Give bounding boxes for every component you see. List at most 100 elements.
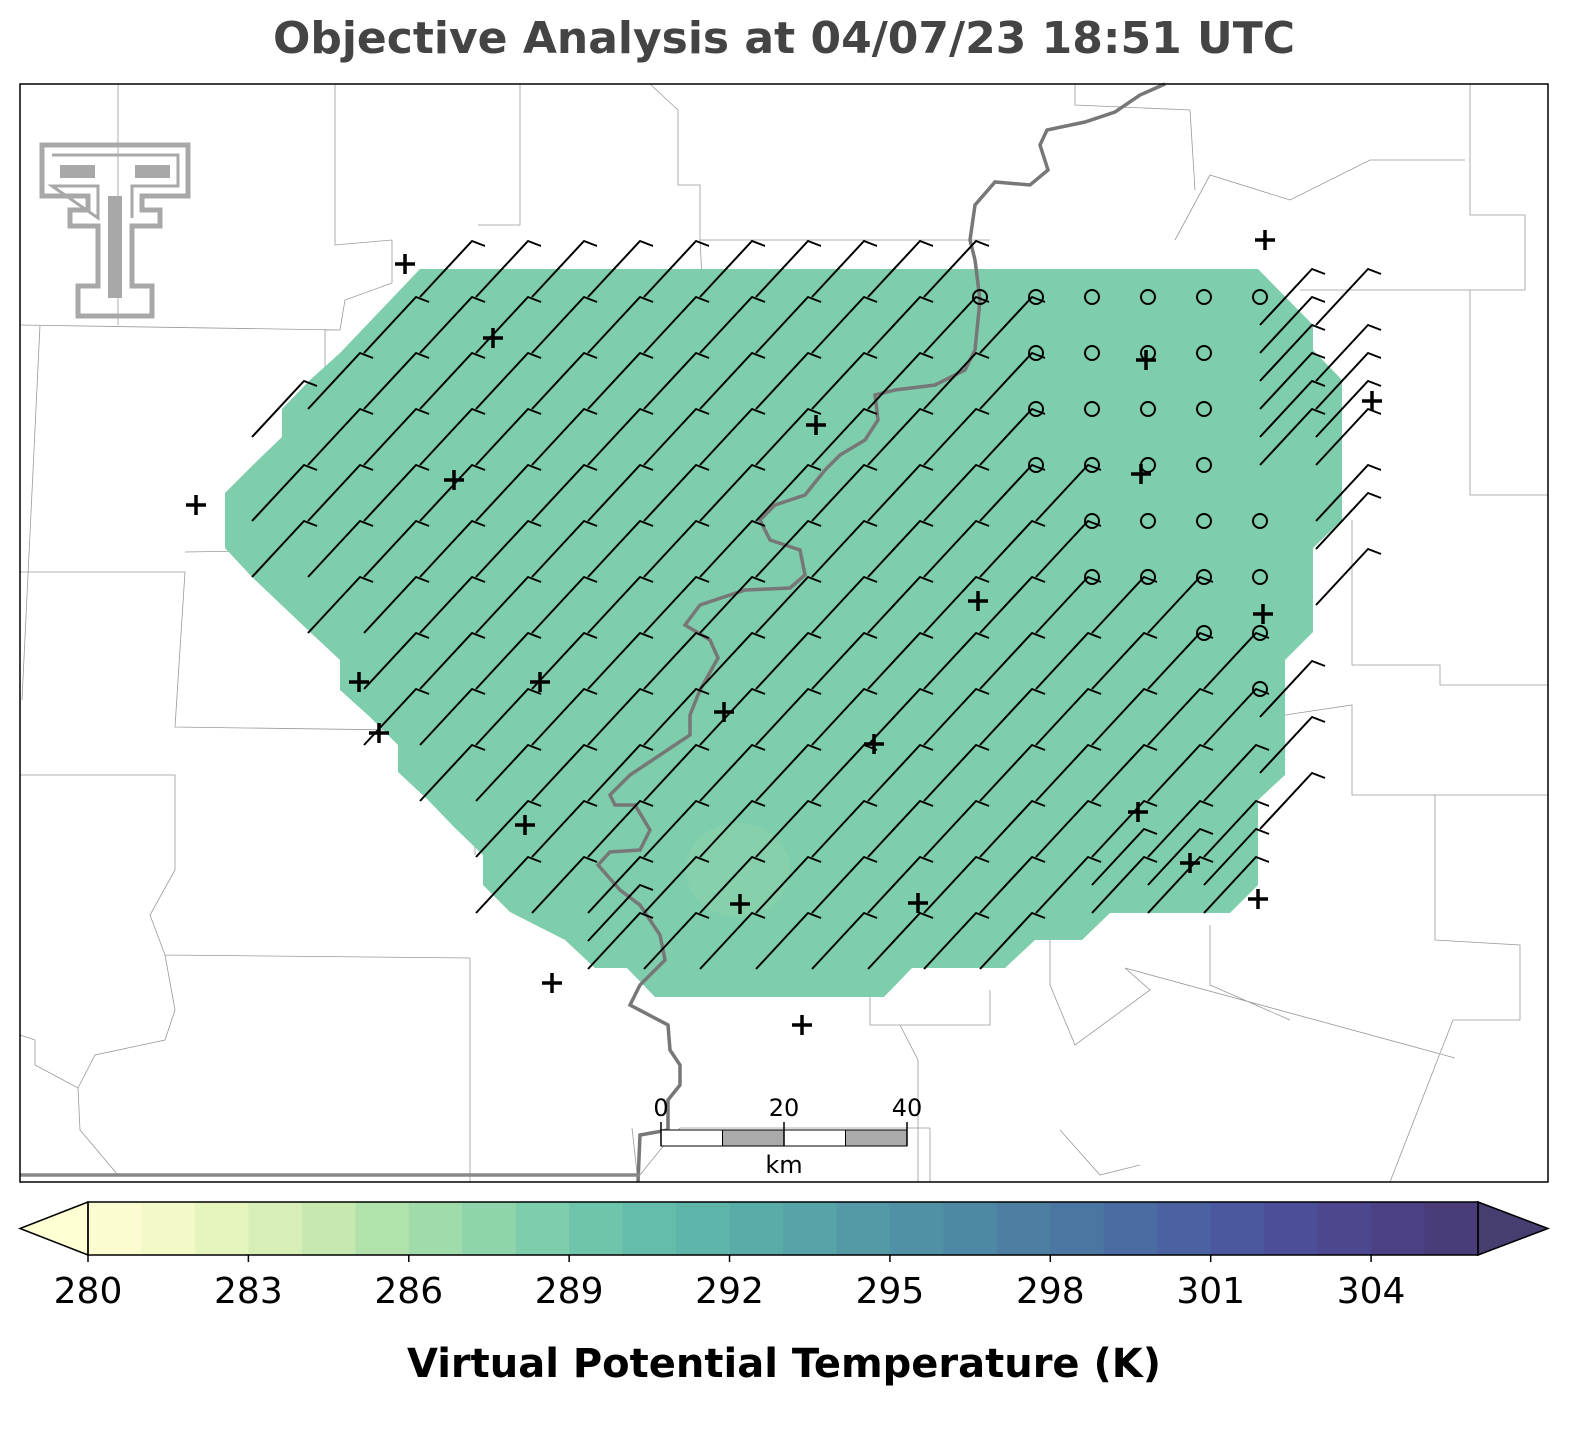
wind-barb — [1315, 407, 1382, 466]
wind-barb — [811, 631, 878, 690]
calm-wind — [1028, 289, 1044, 305]
scale-tick-label: 40 — [892, 1094, 923, 1122]
wind-barb — [587, 519, 654, 578]
wind-barb — [531, 463, 598, 522]
calm-wind — [1140, 289, 1156, 305]
wind-barb — [755, 239, 822, 298]
wind-barb — [475, 519, 542, 578]
analysis-field — [225, 269, 1342, 997]
wind-barb — [1147, 827, 1214, 886]
wind-barb — [307, 519, 374, 578]
wind-barb — [531, 799, 598, 858]
wind-barb — [363, 687, 430, 746]
wind-barb — [755, 295, 822, 354]
wind-barb — [1035, 799, 1102, 858]
scale-segment — [783, 1129, 846, 1147]
calm-wind — [1140, 401, 1156, 417]
station — [1362, 391, 1382, 411]
wind-barb — [1315, 323, 1382, 382]
wind-barb — [755, 799, 822, 858]
wind-barb — [1035, 519, 1102, 578]
station — [1248, 889, 1268, 909]
wind-barb — [1035, 631, 1102, 690]
colorbar-bin — [1050, 1202, 1105, 1255]
colorbar-tick-label: 295 — [856, 1271, 925, 1312]
wind-barb — [1315, 379, 1382, 438]
wind-barb — [979, 855, 1046, 914]
wind-barb — [979, 351, 1046, 410]
wind-barb — [811, 575, 878, 634]
wind-barb — [475, 687, 542, 746]
wind-barb — [475, 463, 542, 522]
wind-barb — [363, 407, 430, 466]
wind-barb — [699, 687, 766, 746]
wind-barb — [811, 687, 878, 746]
scale-segment — [722, 1129, 785, 1147]
wind-barb — [587, 351, 654, 410]
colorbar-bin — [783, 1202, 837, 1255]
calm-wind — [1084, 345, 1100, 361]
analysis-field-maximum — [686, 823, 790, 917]
map-frame — [19, 83, 1549, 1183]
river — [595, 82, 1166, 1183]
station — [483, 328, 503, 348]
colorbar-bin — [462, 1202, 517, 1255]
station — [908, 893, 928, 913]
wind-barb — [867, 799, 934, 858]
wind-barb — [1147, 575, 1214, 634]
wind-barb — [475, 855, 542, 914]
colorbar-bin — [889, 1202, 944, 1255]
wind-barb — [867, 855, 934, 914]
wind-barb — [419, 687, 486, 746]
station — [395, 254, 415, 274]
calm-wind — [1028, 457, 1044, 473]
wind-barb — [363, 295, 430, 354]
wind-barb — [587, 855, 654, 914]
wind-barb — [1259, 771, 1326, 830]
wind-barb — [531, 239, 598, 298]
calm-wind — [972, 289, 988, 305]
wind-barb — [531, 575, 598, 634]
colorbar-tick-label: 298 — [1016, 1271, 1085, 1312]
station — [730, 894, 750, 914]
wind-barb — [1091, 687, 1158, 746]
wind-barb — [643, 463, 710, 522]
wind-barb — [699, 407, 766, 466]
wind-barb — [867, 407, 934, 466]
calm-wind — [1196, 345, 1212, 361]
wind-barb — [531, 743, 598, 802]
calm-wind — [1084, 401, 1100, 417]
wind-barb — [923, 295, 990, 354]
wind-barb — [1147, 631, 1214, 690]
colorbar-tick-label: 289 — [535, 1271, 604, 1312]
station — [1128, 802, 1148, 822]
wind-barb — [1035, 575, 1102, 634]
colorbar-tick-label: 304 — [1337, 1271, 1406, 1312]
wind-barb — [1259, 323, 1326, 382]
colorbar-bin — [569, 1202, 624, 1255]
wind-barb — [811, 239, 878, 298]
wind-barb — [531, 631, 598, 690]
wind-barb — [923, 239, 990, 298]
station — [530, 672, 550, 692]
wind-barb — [699, 463, 766, 522]
calm-wind — [1084, 289, 1100, 305]
calm-wind — [1196, 457, 1212, 473]
wind-barb — [811, 463, 878, 522]
wind-barb — [1259, 379, 1326, 438]
colorbar-over — [1477, 1200, 1551, 1257]
stations — [186, 230, 1382, 1035]
scale-unit: km — [765, 1151, 802, 1179]
wind-barb — [755, 743, 822, 802]
calm-wind — [1252, 513, 1268, 529]
wind-barb — [755, 407, 822, 466]
calm-wind — [1028, 401, 1044, 417]
wind-barb — [419, 519, 486, 578]
calm-wind — [1084, 569, 1100, 585]
wind-barb — [1035, 743, 1102, 802]
wind-barb — [1259, 659, 1326, 718]
colorbar-label: Virtual Potential Temperature (K) — [407, 1341, 1161, 1387]
wind-barb — [475, 239, 542, 298]
colorbar-bin — [355, 1202, 410, 1255]
